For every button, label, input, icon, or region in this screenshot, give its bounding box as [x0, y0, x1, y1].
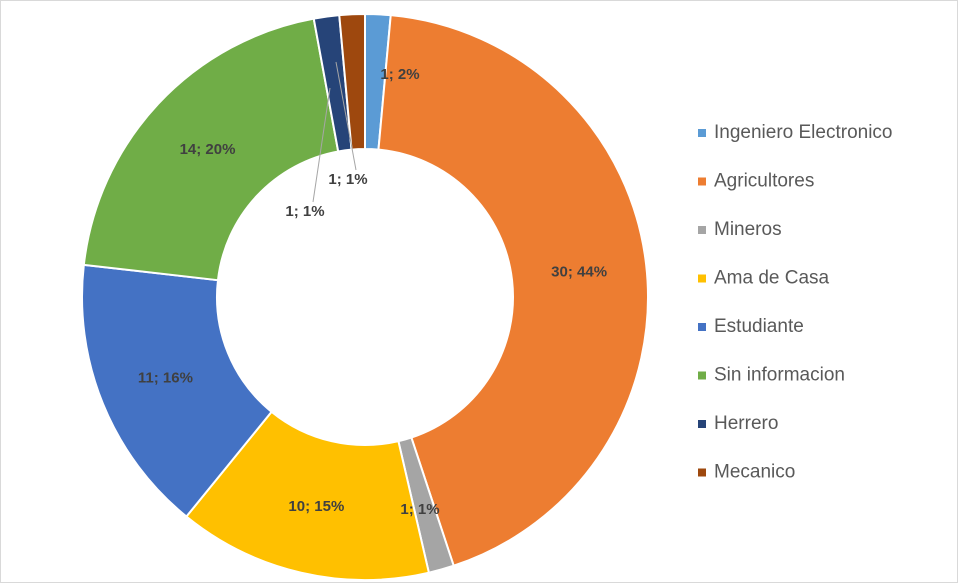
legend-label: Mineros — [714, 219, 782, 240]
legend-label: Ama de Casa — [714, 268, 830, 289]
legend-swatch — [698, 129, 706, 137]
data-label: 1; 1% — [285, 203, 324, 220]
legend-label: Agricultores — [714, 171, 814, 192]
legend-swatch — [698, 468, 706, 477]
legend-swatch — [698, 274, 706, 283]
legend-swatch — [698, 323, 706, 331]
legend-label: Sin informacion — [714, 365, 845, 386]
legend-swatch — [698, 226, 706, 234]
data-label: 10; 15% — [288, 498, 344, 515]
data-label: 1; 1% — [328, 171, 367, 188]
legend-label: Estudiante — [714, 316, 804, 337]
donut-slice — [82, 17, 340, 282]
legend-swatch — [698, 371, 706, 380]
data-label: 1; 1% — [400, 501, 439, 518]
legend-label: Ingeniero Electronico — [714, 122, 893, 143]
legend-label: Herrero — [714, 413, 778, 434]
data-label: 11; 16% — [138, 369, 193, 386]
legend-swatch — [698, 420, 706, 428]
legend-label: Mecanico — [714, 462, 795, 483]
legend-swatch — [698, 177, 706, 186]
leader-line — [335, 61, 357, 171]
leader-line — [312, 87, 331, 203]
data-label: 30; 44% — [551, 263, 607, 280]
data-label: 14; 20% — [180, 141, 236, 158]
donut-slice — [184, 410, 431, 581]
donut-slice — [81, 263, 274, 518]
data-label: 1; 2% — [380, 66, 419, 83]
donut-slice — [377, 14, 649, 568]
